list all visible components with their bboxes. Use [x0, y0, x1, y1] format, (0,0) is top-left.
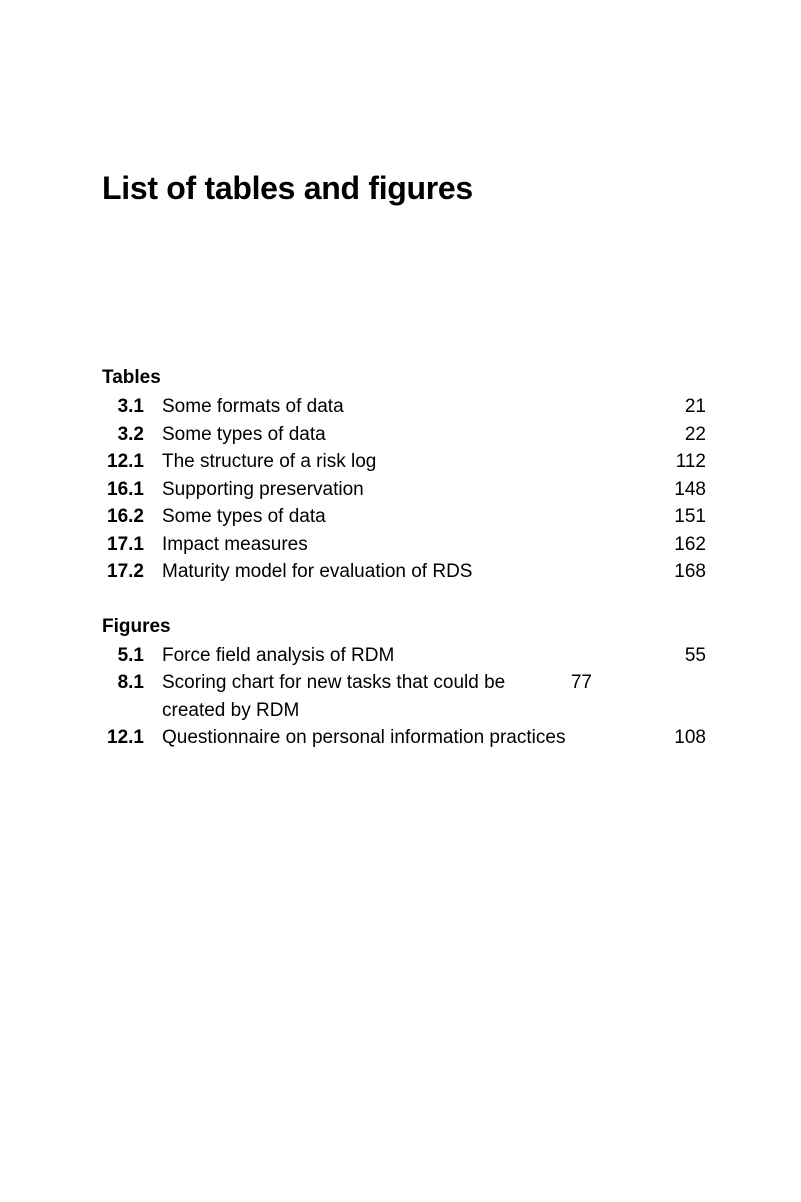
figures-heading: Figures	[102, 616, 706, 638]
figures-section: Figures 5.1 Force field analysis of RDM …	[102, 616, 706, 752]
entry-number: 12.1	[102, 724, 162, 752]
tables-heading: Tables	[102, 367, 706, 389]
entry-page: 108	[656, 724, 706, 752]
entry-page: 112	[656, 448, 706, 476]
entry-number: 8.1	[102, 669, 162, 697]
entry-number: 17.1	[102, 531, 162, 559]
entry-title: Maturity model for evaluation of RDS	[162, 558, 656, 586]
entry-page: 151	[656, 503, 706, 531]
table-entry: 16.1 Supporting preservation 148	[102, 476, 706, 504]
entry-title: The structure of a risk log	[162, 448, 656, 476]
entry-title: Some types of data	[162, 421, 656, 449]
table-entry: 16.2 Some types of data 151	[102, 503, 706, 531]
entry-number: 5.1	[102, 642, 162, 670]
figure-entry: 8.1 Scoring chart for new tasks that cou…	[102, 669, 706, 724]
table-entry: 12.1 The structure of a risk log 112	[102, 448, 706, 476]
entry-page: 162	[656, 531, 706, 559]
entry-title: Some formats of data	[162, 393, 656, 421]
entry-title: Impact measures	[162, 531, 656, 559]
tables-section: Tables 3.1 Some formats of data 21 3.2 S…	[102, 367, 706, 586]
entry-page: 168	[656, 558, 706, 586]
table-entry: 17.2 Maturity model for evaluation of RD…	[102, 558, 706, 586]
table-entry: 3.2 Some types of data 22	[102, 421, 706, 449]
table-entry: 3.1 Some formats of data 21	[102, 393, 706, 421]
entry-title: Supporting preservation	[162, 476, 656, 504]
page-title: List of tables and figures	[102, 170, 706, 207]
entry-number: 3.1	[102, 393, 162, 421]
entry-title: Force field analysis of RDM	[162, 642, 656, 670]
table-entry: 17.1 Impact measures 162	[102, 531, 706, 559]
entry-number: 16.1	[102, 476, 162, 504]
figure-entry: 12.1 Questionnaire on personal informati…	[102, 724, 706, 752]
figure-entry: 5.1 Force field analysis of RDM 55	[102, 642, 706, 670]
entry-title: Some types of data	[162, 503, 656, 531]
entry-title: Scoring chart for new tasks that could b…	[162, 669, 542, 724]
entry-page: 22	[656, 421, 706, 449]
entry-title: Questionnaire on personal information pr…	[162, 724, 656, 752]
entry-number: 12.1	[102, 448, 162, 476]
entry-page: 55	[656, 642, 706, 670]
entry-page: 21	[656, 393, 706, 421]
entry-page: 148	[656, 476, 706, 504]
entry-number: 3.2	[102, 421, 162, 449]
entry-number: 16.2	[102, 503, 162, 531]
entry-page: 77	[542, 669, 592, 697]
entry-number: 17.2	[102, 558, 162, 586]
